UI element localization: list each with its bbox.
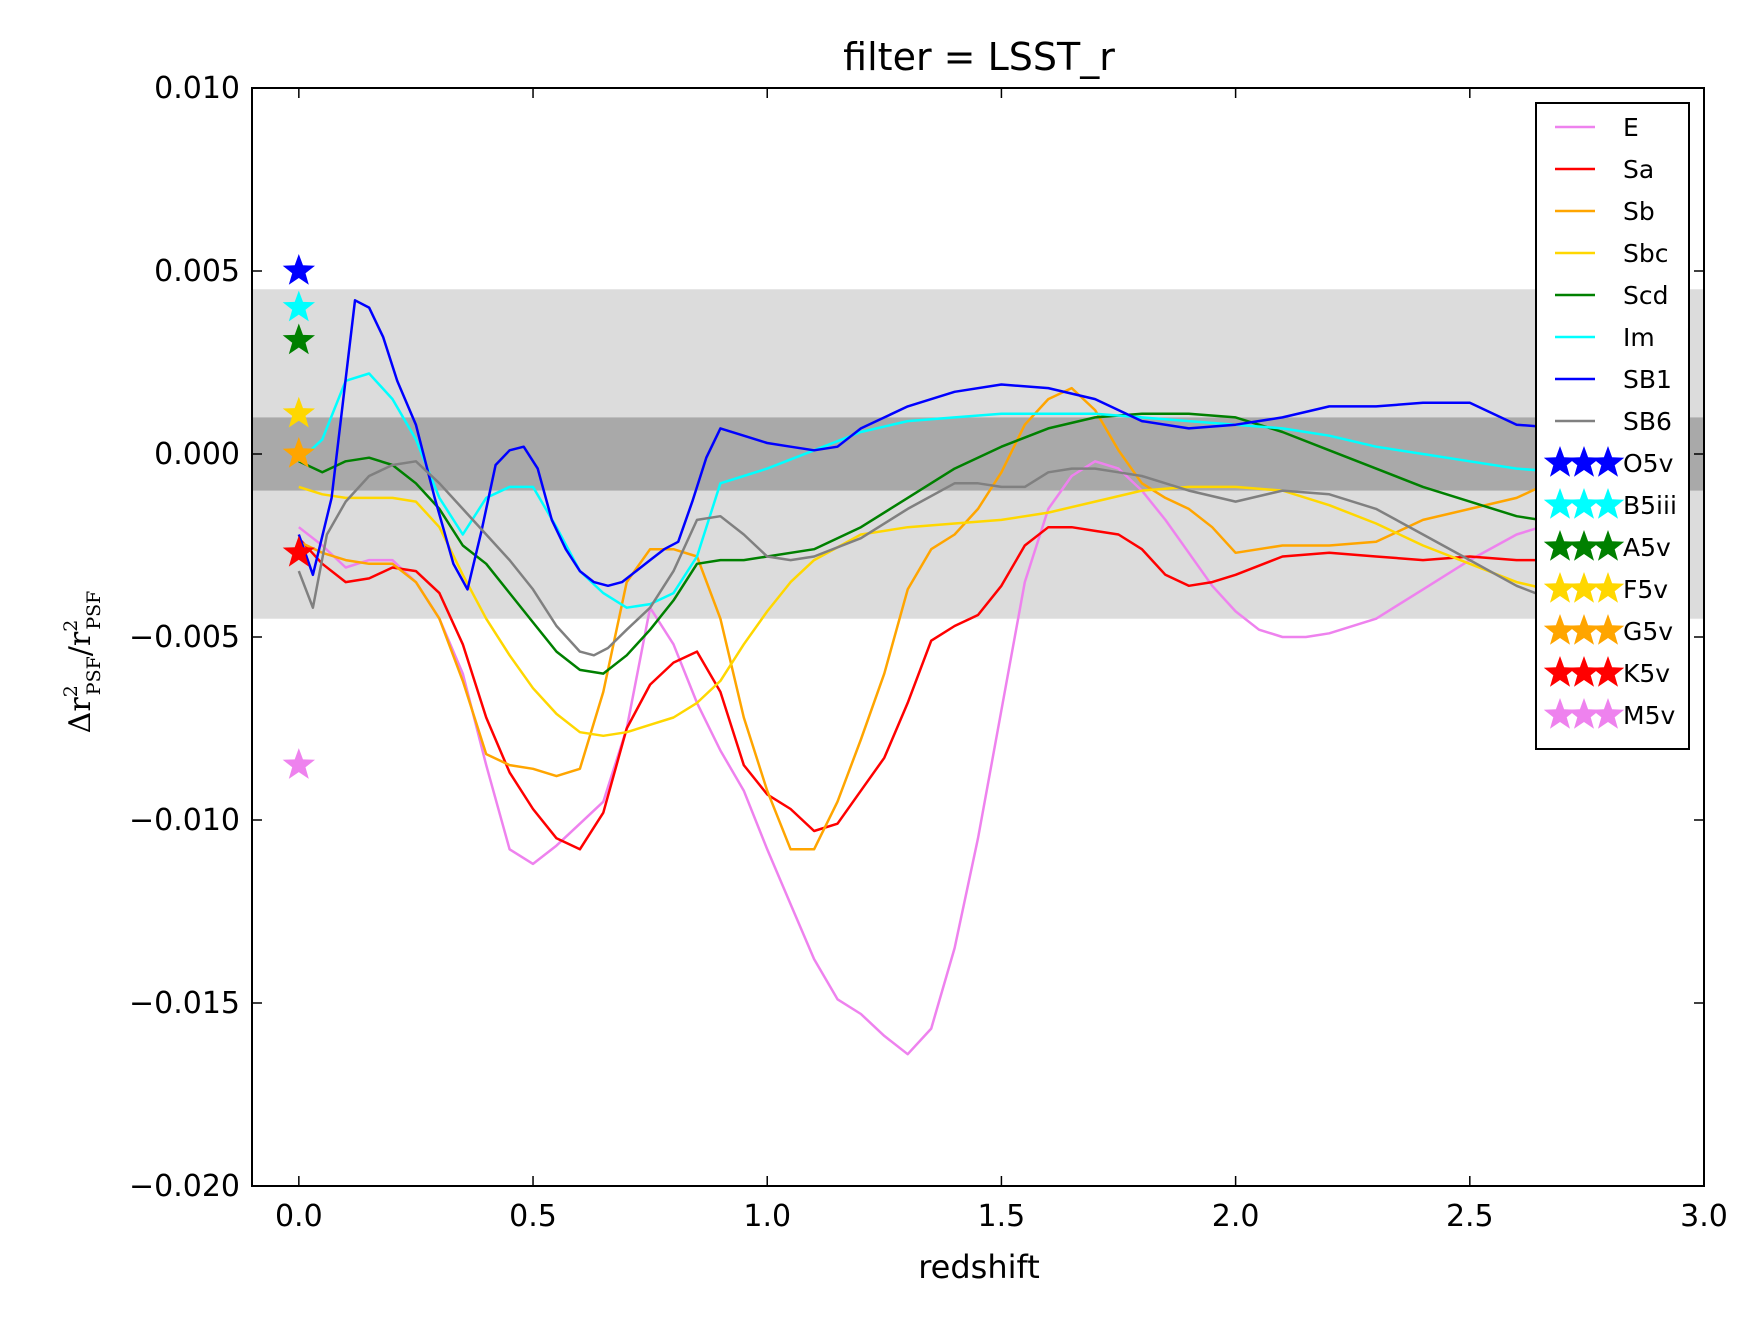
star-b5iii bbox=[282, 290, 315, 322]
y-tick-label: −0.020 bbox=[129, 1169, 240, 1204]
legend-star-b5iii bbox=[1591, 488, 1625, 519]
series-line-sa bbox=[297, 525, 1564, 851]
star-o5v bbox=[282, 254, 315, 285]
band-1 bbox=[252, 417, 1704, 491]
star-f5v bbox=[282, 396, 315, 428]
legend-star-o5v bbox=[1567, 446, 1601, 477]
ticks-layer: 0.0 0.5 1.0 1.5 2.0 2.5 3.0 −0.020 −0.015 −0.010 −… bbox=[129, 71, 1728, 1234]
star-a5v bbox=[282, 323, 315, 355]
legend: E Sa Sb Sbc Scd Im SB1 SB6 O5v B5iii A5v F5v G5v K5v M… bbox=[1535, 102, 1690, 750]
legend-label-sbc: Sbc bbox=[1623, 239, 1668, 268]
legend-star-b5iii bbox=[1543, 488, 1577, 519]
y-label-sub-1: PSF bbox=[83, 656, 105, 695]
plot-frame bbox=[251, 87, 1705, 1187]
y-label-sup-2: 2 bbox=[60, 620, 82, 632]
legend-label-scd: Scd bbox=[1623, 281, 1668, 310]
stars-layer bbox=[282, 254, 315, 779]
y-tick-label: 0.005 bbox=[154, 254, 240, 289]
legend-star-a5v bbox=[1591, 530, 1625, 561]
y-tick-label: −0.005 bbox=[129, 620, 240, 655]
legend-star-g5v bbox=[1567, 614, 1601, 645]
legend-label-im: Im bbox=[1623, 323, 1655, 352]
x-tick-label: 0.5 bbox=[509, 1199, 557, 1234]
legend-star-k5v bbox=[1591, 656, 1625, 687]
legend-label-e: E bbox=[1623, 113, 1639, 142]
y-tick-label: −0.010 bbox=[129, 803, 240, 838]
chart-title: filter = LSST_r bbox=[843, 35, 1115, 79]
legend-label-g5v: G5v bbox=[1623, 617, 1673, 646]
series-line-scd bbox=[298, 412, 1564, 675]
legend-star-g5v bbox=[1543, 614, 1577, 645]
x-tick-label: 0.0 bbox=[275, 1199, 323, 1234]
legend-label-b5iii: B5iii bbox=[1623, 491, 1677, 520]
legend-star-m5v bbox=[1591, 698, 1625, 729]
x-tick-label: 3.0 bbox=[1680, 1199, 1728, 1234]
series-line-sb bbox=[298, 386, 1565, 851]
legend-star-k5v bbox=[1567, 656, 1601, 687]
legend-label-sb: Sb bbox=[1623, 197, 1655, 226]
legend-star-o5v bbox=[1591, 446, 1625, 477]
series-line-im bbox=[297, 372, 1564, 609]
x-tick-label: 2.5 bbox=[1446, 1199, 1494, 1234]
legend-star-m5v bbox=[1543, 698, 1577, 729]
legend-star-f5v bbox=[1567, 572, 1601, 603]
star-g5v bbox=[282, 437, 315, 468]
y-label-delta: Δr bbox=[63, 697, 98, 734]
legend-star-a5v bbox=[1543, 530, 1577, 561]
legend-star-f5v bbox=[1543, 572, 1577, 603]
bands-layer bbox=[252, 289, 1704, 619]
legend-star-a5v bbox=[1567, 530, 1601, 561]
series-line-sb6 bbox=[297, 460, 1564, 657]
x-tick-label: 2.0 bbox=[1212, 1199, 1260, 1234]
legend-star-k5v bbox=[1543, 656, 1577, 687]
y-tick-label: 0.010 bbox=[154, 71, 240, 106]
y-label-sub-2: PSF bbox=[83, 591, 105, 630]
legend-star-o5v bbox=[1543, 446, 1577, 477]
legend-label-sa: Sa bbox=[1623, 155, 1654, 184]
series-layer bbox=[297, 299, 1565, 1056]
y-axis-label: Δr2PSF/r2PSF bbox=[60, 591, 105, 734]
legend-label-o5v: O5v bbox=[1623, 449, 1674, 478]
y-tick-label: −0.015 bbox=[129, 986, 240, 1021]
y-label-slash: /r bbox=[63, 631, 98, 656]
x-axis-label: redshift bbox=[918, 1248, 1040, 1286]
legend-label-a5v: A5v bbox=[1623, 533, 1671, 562]
legend-label-sb6: SB6 bbox=[1623, 407, 1672, 436]
series-line-sb1 bbox=[297, 299, 1564, 591]
x-tick-label: 1.5 bbox=[978, 1199, 1026, 1234]
y-label-sup-1: 2 bbox=[60, 685, 82, 697]
star-k5v bbox=[282, 535, 315, 567]
legend-star-g5v bbox=[1591, 614, 1625, 645]
series-line-e bbox=[298, 460, 1564, 1056]
legend-star-m5v bbox=[1567, 698, 1601, 729]
legend-label-f5v: F5v bbox=[1623, 575, 1668, 604]
legend-label-m5v: M5v bbox=[1623, 701, 1675, 730]
legend-star-f5v bbox=[1591, 572, 1625, 603]
legend-label-k5v: K5v bbox=[1623, 659, 1670, 688]
legend-star-b5iii bbox=[1567, 488, 1601, 519]
legend-label-sb1: SB1 bbox=[1623, 365, 1672, 394]
x-tick-label: 1.0 bbox=[743, 1199, 791, 1234]
y-tick-label: 0.000 bbox=[154, 437, 240, 472]
star-m5v bbox=[282, 748, 315, 779]
